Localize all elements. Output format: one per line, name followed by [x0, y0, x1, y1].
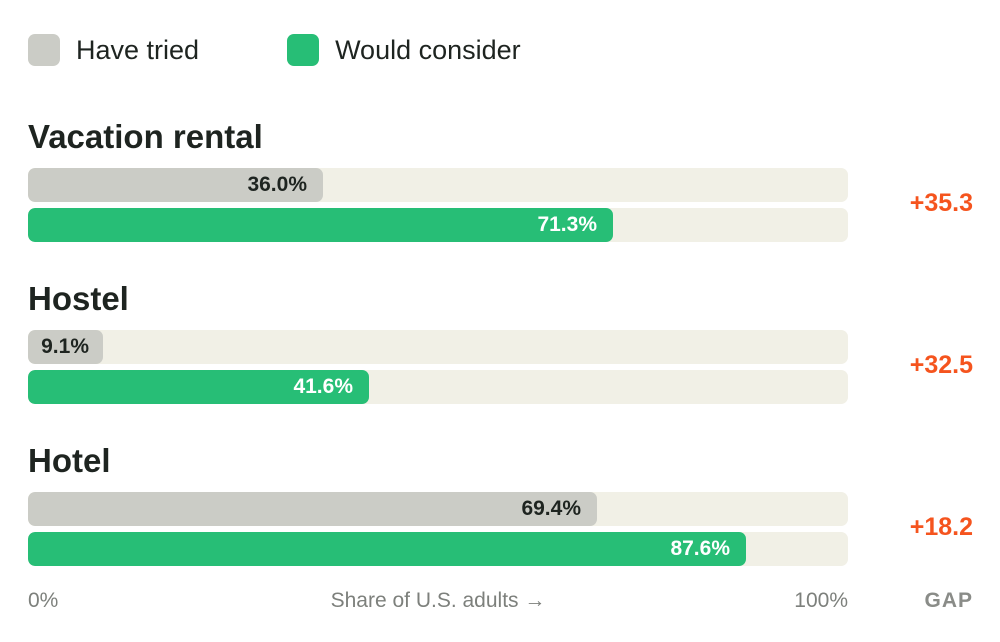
- legend-label-have-tried: Have tried: [76, 34, 200, 65]
- legend-item-have-tried: Have tried: [28, 34, 199, 66]
- bar-would-consider-vacation-rental: 71.3%: [28, 208, 613, 242]
- bar-value-label: 71.3%: [537, 213, 597, 236]
- category-group-vacation-rental: Vacation rental 36.0% 71.3% +35.3: [28, 118, 973, 248]
- legend-label-would-consider: Would consider: [335, 34, 521, 65]
- category-label: Hotel: [28, 442, 111, 479]
- category-group-hotel: Hotel 69.4% 87.6% +18.2: [28, 442, 973, 572]
- x-axis-max-label: 100%: [794, 589, 848, 612]
- bar-would-consider-hotel: 87.6%: [28, 532, 746, 566]
- legend-item-would-consider: Would consider: [287, 34, 521, 66]
- category-group-hostel: Hostel 9.1% 41.6% +32.5: [28, 280, 973, 410]
- bar-value-label: 69.4%: [521, 497, 581, 520]
- category-label: Hostel: [28, 280, 129, 317]
- bar-value-label: 9.1%: [41, 335, 89, 358]
- bar-would-consider-hostel: 41.6%: [28, 370, 369, 404]
- bar-have-tried-hotel: 69.4%: [28, 492, 597, 526]
- bar-track: 69.4%: [28, 492, 848, 526]
- legend-swatch-have-tried: [28, 34, 60, 66]
- bar-track: 41.6%: [28, 370, 848, 404]
- bar-track: 36.0%: [28, 168, 848, 202]
- legend: Have tried Would consider: [28, 34, 609, 66]
- bar-have-tried-hostel: 9.1%: [28, 330, 103, 364]
- category-label: Vacation rental: [28, 118, 263, 155]
- bar-track: 9.1%: [28, 330, 848, 364]
- gap-value-hostel: +32.5: [909, 351, 973, 379]
- bar-track: 87.6%: [28, 532, 848, 566]
- bar-value-label: 41.6%: [293, 375, 353, 398]
- bar-have-tried-vacation-rental: 36.0%: [28, 168, 323, 202]
- x-axis-min-label: 0%: [28, 589, 59, 612]
- gap-value-vacation-rental: +35.3: [909, 189, 973, 217]
- bar-value-label: 87.6%: [670, 537, 730, 560]
- x-axis-title: Share of U.S. adults →: [330, 589, 546, 612]
- bar-value-label: 36.0%: [247, 173, 307, 196]
- bar-track: 71.3%: [28, 208, 848, 242]
- gap-value-hotel: +18.2: [909, 513, 973, 541]
- x-axis: 0% Share of U.S. adults → 100% GAP: [28, 589, 973, 615]
- gap-header: GAP: [924, 589, 973, 612]
- legend-swatch-would-consider: [287, 34, 320, 66]
